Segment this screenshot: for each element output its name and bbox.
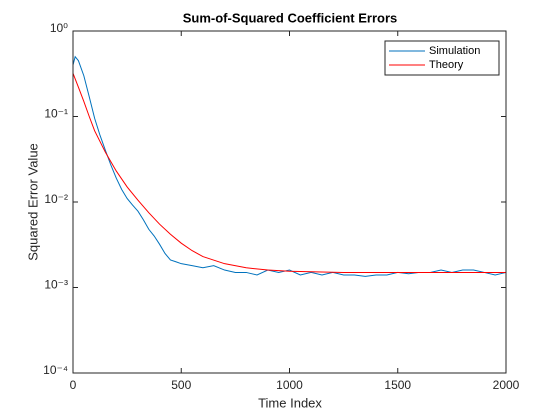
y-tick-label: 10⁻³ — [44, 278, 68, 292]
x-tick-label: 0 — [70, 378, 77, 392]
series-line — [72, 73, 506, 273]
y-axis-label: Squared Error Value — [25, 143, 40, 261]
y-tick-label: 10⁰ — [50, 21, 68, 35]
y-tick-label: 10⁻² — [44, 192, 68, 206]
x-tick-label: 1000 — [276, 378, 303, 392]
axes-box — [72, 30, 507, 374]
x-tick-label: 1500 — [384, 378, 411, 392]
chart-title: Sum-of-Squared Coefficient Errors — [183, 10, 398, 25]
legend-box — [384, 40, 500, 76]
legend-label: Theory — [429, 59, 464, 71]
x-tick-label: 2000 — [493, 378, 520, 392]
legend: Simulation Theory — [384, 40, 500, 76]
series-line — [72, 55, 507, 277]
y-tick-label: 10⁻¹ — [44, 107, 68, 121]
x-axis-label: Time Index — [258, 395, 322, 410]
x-tick-label: 500 — [171, 378, 191, 392]
legend-label: Simulation — [429, 45, 480, 57]
y-tick-label: 10⁻⁴ — [43, 363, 68, 377]
